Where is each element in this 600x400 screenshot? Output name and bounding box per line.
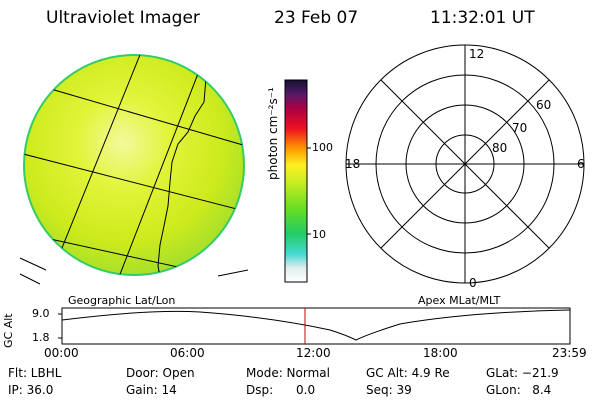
observation-date: 23 Feb 07 [274,8,359,28]
colorbar-tick-10: 10 [312,228,326,241]
time-tick-2359: 23:59 [552,346,587,360]
altitude-timeline [58,307,571,345]
status-glon: GLon: 8.4 [486,383,552,397]
uv-earth-disk [23,54,245,276]
projection-label-geographic: Geographic Lat/Lon [68,294,176,307]
lat-label-60: 60 [536,98,552,112]
mlt-label-12: 12 [469,47,485,61]
time-tick-0000: 00:00 [44,346,79,360]
lat-label-80: 80 [492,141,508,155]
mlt-label-18: 18 [345,157,361,171]
observation-time: 11:32:01 UT [430,8,535,28]
status-gc-alt: GC Alt: 4.9 Re [366,366,450,380]
status-ip: IP: 36.0 [8,383,54,397]
altitude-plot-frame [61,307,571,345]
altitude-ylabel: GC Alt [2,313,15,348]
time-tick-0600: 06:00 [170,346,205,360]
time-tick-1200: 12:00 [296,346,331,360]
altitude-ytick-9: 9.0 [32,307,50,320]
status-gain: Gain: 14 [126,383,177,397]
coastline [157,55,207,275]
status-glat: GLat: −21.9 [486,366,559,380]
status-mode: Mode: Normal [246,366,330,380]
status-filter: Flt: LBHL [8,366,62,380]
colorbar-tick-100: 100 [312,141,333,154]
status-seq: Seq: 39 [366,383,412,397]
altitude-ytick-1-8: 1.8 [32,331,50,344]
polar-mlat-mlt-plot [345,44,585,284]
colorbar [284,79,311,283]
lat-label-70: 70 [512,121,528,135]
projection-label-apex: Apex MLat/MLT [418,294,501,307]
mlt-label-6: 6 [577,157,585,171]
time-tick-1800: 18:00 [423,346,458,360]
colorbar-unit-label: photon cm⁻²s⁻¹ [266,87,280,180]
status-dsp: Dsp: 0.0 [246,383,316,397]
altitude-curve [61,309,571,341]
uv-image-panel [19,54,249,285]
mlt-label-0: 0 [469,276,477,290]
status-door: Door: Open [126,366,195,380]
app-title: Ultraviolet Imager [46,8,200,28]
